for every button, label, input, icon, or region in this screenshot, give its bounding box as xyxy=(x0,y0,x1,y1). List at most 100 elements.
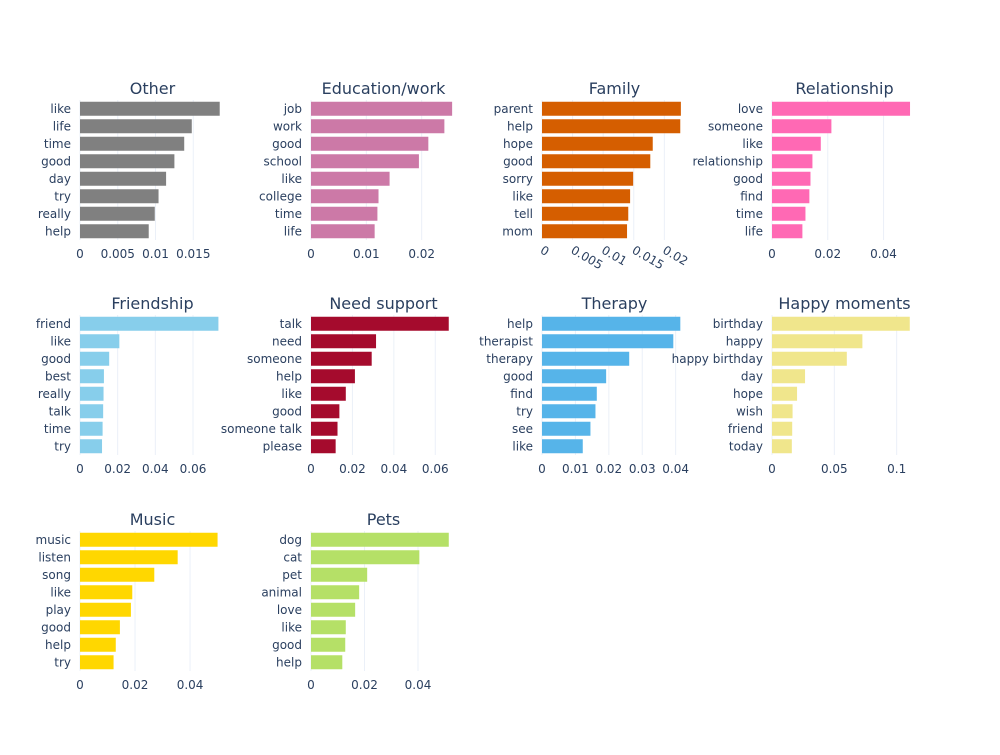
friendship-bar-really xyxy=(80,386,104,401)
pets-panel: Pets dog cat pet animal love like good help 0 0.02… xyxy=(261,510,449,692)
pets-tick-label-2: 0.04 xyxy=(405,678,432,692)
relationship-tick-label-1: 0.02 xyxy=(814,247,841,261)
relationship-category-label-good: good xyxy=(733,172,763,186)
music-bar-good xyxy=(80,620,120,635)
education-work-tick-label-2: 0.02 xyxy=(408,247,435,261)
friendship-category-label-like: like xyxy=(50,334,71,348)
need-support-bar-need xyxy=(311,334,377,349)
happy-moments-tick-label-2: 0.1 xyxy=(887,462,906,476)
music-category-label-like: like xyxy=(50,585,71,599)
therapy-title: Therapy xyxy=(581,294,648,313)
happy-moments-bar-hope xyxy=(772,386,798,401)
need-support-tick-label-3: 0.06 xyxy=(422,462,449,476)
need-support-bar-someone-talk xyxy=(311,421,338,436)
family-tick-label-4: 0.02 xyxy=(660,243,690,268)
happy-moments-category-label-happy-birthday: happy birthday xyxy=(672,352,763,366)
therapy-category-label-see: see xyxy=(512,422,533,436)
friendship-category-label-really: really xyxy=(38,387,71,401)
pets-category-label-dog: dog xyxy=(279,533,302,547)
family-category-label-like: like xyxy=(512,189,533,203)
other-category-label-really: really xyxy=(38,207,71,221)
friendship-bar-good xyxy=(80,351,110,366)
happy-moments-tick-label-0: 0 xyxy=(768,462,776,476)
education-work-title: Education/work xyxy=(322,79,447,98)
education-work-tick-label-0: 0 xyxy=(307,247,315,261)
relationship-category-label-someone: someone xyxy=(708,119,763,133)
pets-bar-animal xyxy=(311,585,360,600)
education-work-bar-time xyxy=(311,206,378,221)
friendship-bar-time xyxy=(80,421,103,436)
family-category-label-tell: tell xyxy=(514,207,533,221)
pets-category-label-love: love xyxy=(277,603,302,617)
music-category-label-help: help xyxy=(45,638,71,652)
other-category-label-like: like xyxy=(50,102,71,116)
need-support-title: Need support xyxy=(329,294,437,313)
need-support-bar-someone xyxy=(311,351,372,366)
family-bar-good xyxy=(542,154,651,169)
friendship-category-label-try: try xyxy=(54,439,71,453)
family-bar-like xyxy=(542,189,631,204)
happy-moments-panel: Happy moments birthday happy happy birthday… xyxy=(672,294,911,476)
therapy-bar-help xyxy=(542,316,681,331)
friendship-bar-best xyxy=(80,369,104,384)
family-tick-label-2: 0.01 xyxy=(599,243,629,268)
pets-bar-pet xyxy=(311,567,368,582)
relationship-category-label-relationship: relationship xyxy=(692,154,763,168)
therapy-category-label-therapy: therapy xyxy=(486,352,533,366)
education-work-bar-school xyxy=(311,154,419,169)
education-work-bar-job xyxy=(311,101,453,116)
education-work-category-label-like: like xyxy=(281,172,302,186)
relationship-bar-time xyxy=(772,206,806,221)
need-support-bar-help xyxy=(311,369,355,384)
music-category-label-music: music xyxy=(36,533,71,547)
need-support-category-label-someone-talk: someone talk xyxy=(221,422,302,436)
relationship-category-label-time: time xyxy=(736,207,763,221)
need-support-category-label-please: please xyxy=(263,439,302,453)
happy-moments-tick-label-1: 0.05 xyxy=(821,462,848,476)
education-work-category-label-time: time xyxy=(275,207,302,221)
education-work-bar-like xyxy=(311,171,390,186)
need-support-bar-please xyxy=(311,439,336,454)
need-support-bar-talk xyxy=(311,316,449,331)
happy-moments-category-label-wish: wish xyxy=(736,404,763,418)
music-bar-help xyxy=(80,637,116,652)
friendship-tick-label-3: 0.06 xyxy=(180,462,207,476)
education-work-bar-work xyxy=(311,119,445,134)
family-title: Family xyxy=(589,79,640,98)
happy-moments-bar-birthday xyxy=(772,316,910,331)
other-tick-label-0: 0 xyxy=(76,247,84,261)
pets-category-label-cat: cat xyxy=(283,550,302,564)
music-tick-label-1: 0.02 xyxy=(122,678,149,692)
relationship-bar-good xyxy=(772,171,811,186)
therapy-category-label-find: find xyxy=(510,387,533,401)
therapy-category-label-try: try xyxy=(516,404,533,418)
friendship-category-label-good: good xyxy=(41,352,71,366)
music-tick-label-0: 0 xyxy=(76,678,84,692)
therapy-tick-label-3: 0.03 xyxy=(629,462,656,476)
family-tick-label-1: 0.005 xyxy=(568,243,605,272)
friendship-category-label-time: time xyxy=(44,422,71,436)
pets-bar-cat xyxy=(311,550,420,565)
music-category-label-good: good xyxy=(41,620,71,634)
other-bar-good xyxy=(80,154,175,169)
therapy-category-label-therapist: therapist xyxy=(479,334,533,348)
therapy-bar-like xyxy=(542,439,583,454)
therapy-category-label-like: like xyxy=(512,439,533,453)
therapy-tick-label-4: 0.04 xyxy=(662,462,689,476)
family-tick-label-0: 0 xyxy=(538,243,552,259)
pets-category-label-good: good xyxy=(272,638,302,652)
need-support-category-label-someone: someone xyxy=(247,352,302,366)
relationship-bar-life xyxy=(772,224,803,239)
pets-category-label-pet: pet xyxy=(282,568,302,582)
happy-moments-category-label-today: today xyxy=(729,439,763,453)
pets-bar-love xyxy=(311,602,356,617)
friendship-category-label-friend: friend xyxy=(36,317,71,331)
relationship-bar-relationship xyxy=(772,154,813,169)
relationship-bar-like xyxy=(772,136,821,151)
education-work-category-label-job: job xyxy=(283,102,302,116)
music-tick-label-2: 0.04 xyxy=(177,678,204,692)
happy-moments-category-label-day: day xyxy=(741,369,763,383)
happy-moments-bar-today xyxy=(772,439,792,454)
therapy-bar-try xyxy=(542,404,596,419)
